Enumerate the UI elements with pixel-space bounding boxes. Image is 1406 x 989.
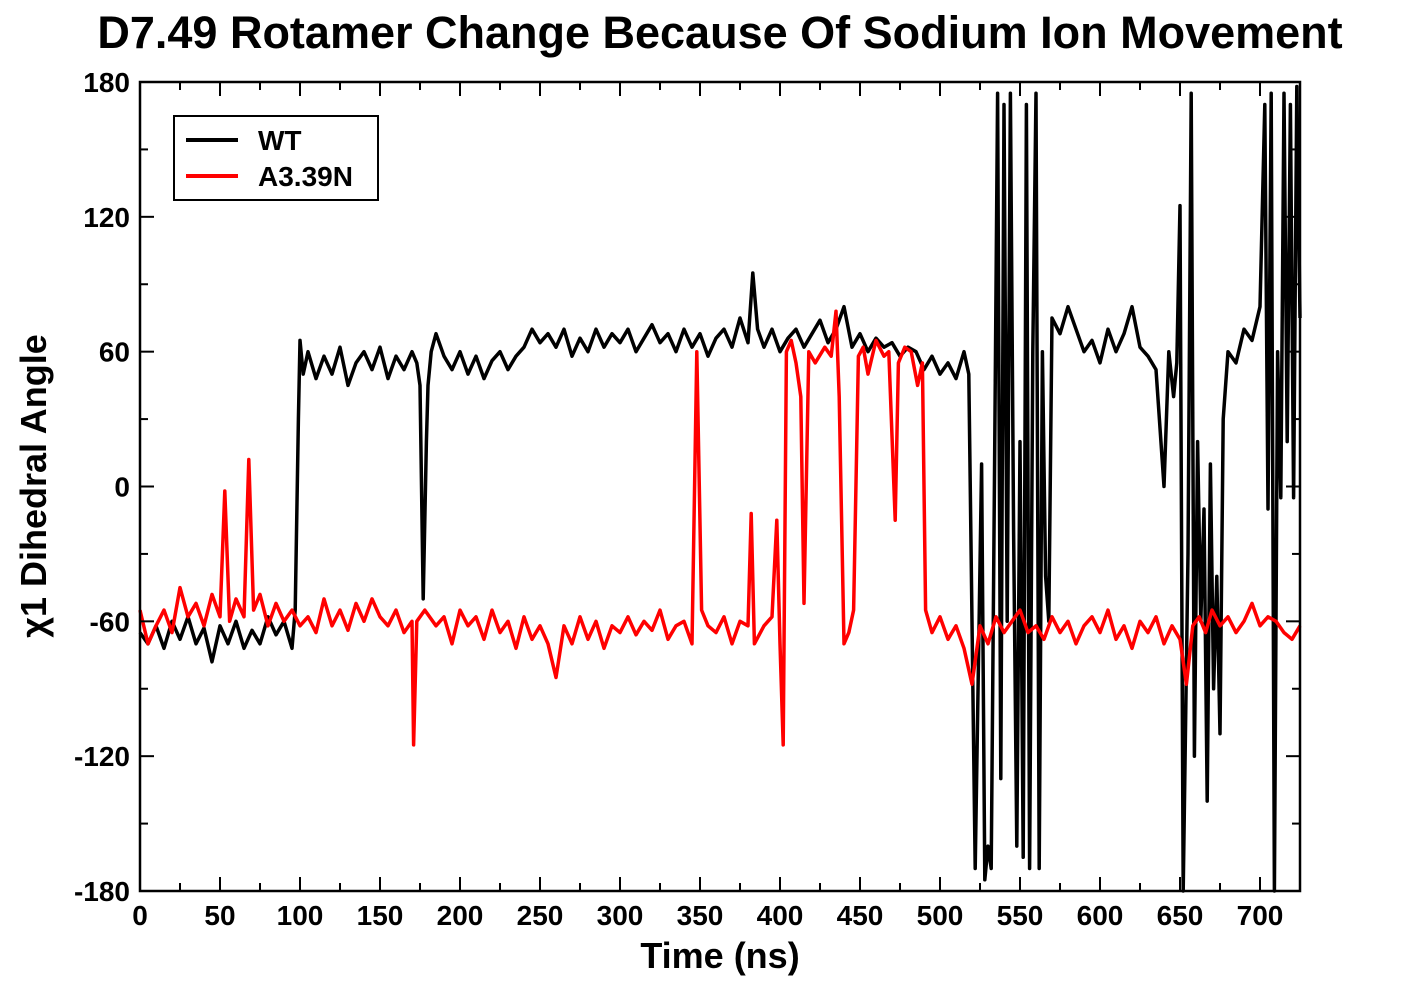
x-tick-label: 250 bbox=[517, 900, 564, 931]
y-tick-label: 0 bbox=[114, 472, 130, 503]
y-tick-label: 180 bbox=[83, 67, 130, 98]
x-tick-label: 450 bbox=[837, 900, 884, 931]
legend-label-a339n: A3.39N bbox=[258, 161, 353, 192]
series-line-wt bbox=[138, 84, 1302, 893]
legend-label-wt: WT bbox=[258, 125, 302, 156]
x-axis: 0 50 100 150 200 250 300 350 400 450 500 550 600 650 7… bbox=[132, 82, 1283, 931]
x-axis-label: Time (ns) bbox=[640, 935, 799, 976]
x-tick-label: 600 bbox=[1077, 900, 1124, 931]
x-tick-label: 300 bbox=[597, 900, 644, 931]
x-tick-label: 200 bbox=[437, 900, 484, 931]
y-tick-label: -60 bbox=[90, 606, 130, 637]
y-tick-label: 60 bbox=[99, 337, 130, 368]
x-tick-label: 700 bbox=[1237, 900, 1284, 931]
legend: WT A3.39N bbox=[173, 115, 379, 201]
x-tick-label: 100 bbox=[277, 900, 324, 931]
x-tick-label: 650 bbox=[1157, 900, 1204, 931]
y-tick-label: 120 bbox=[83, 202, 130, 233]
chart-title: D7.49 Rotamer Change Because Of Sodium I… bbox=[97, 7, 1342, 58]
y-tick-label: -120 bbox=[74, 741, 130, 772]
y-axis-label: χ1 Dihedral Angle bbox=[13, 334, 54, 637]
x-tick-label: 350 bbox=[677, 900, 724, 931]
plot-frame bbox=[138, 80, 1302, 893]
series-line-a339n bbox=[138, 309, 1302, 747]
y-axis: -180 -120 -60 0 60 120 180 bbox=[74, 67, 1300, 907]
x-tick-label: 0 bbox=[132, 900, 148, 931]
legend-box bbox=[173, 115, 379, 201]
x-tick-label: 50 bbox=[204, 900, 235, 931]
x-tick-label: 550 bbox=[997, 900, 1044, 931]
x-tick-label: 150 bbox=[357, 900, 404, 931]
x-tick-label: 500 bbox=[917, 900, 964, 931]
y-tick-label: -180 bbox=[74, 876, 130, 907]
plot-lines bbox=[138, 84, 1302, 893]
x-tick-label: 400 bbox=[757, 900, 804, 931]
